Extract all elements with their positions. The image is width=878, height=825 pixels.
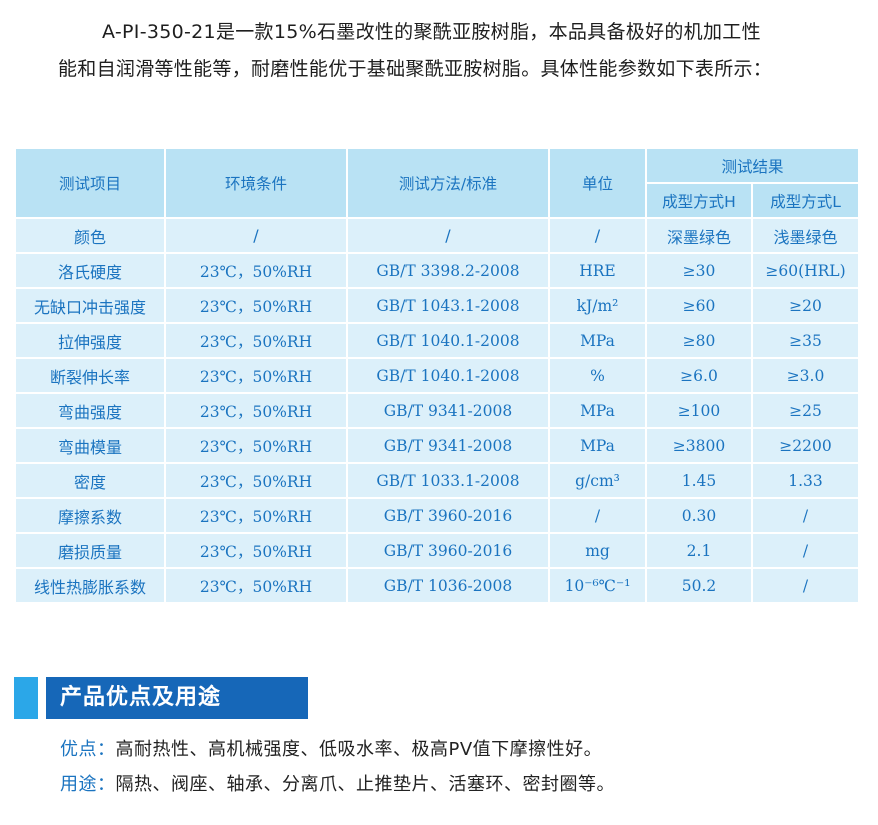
intro-line-2: 能和自润滑等性能等，耐磨性能优于基础聚酰亚胺树脂。具体性能参数如下表所示： <box>58 58 773 80</box>
row-method: GB/T 3960-2016 <box>348 499 548 532</box>
table-row: 拉伸强度 23℃，50%RH GB/T 1040.1-2008 MPa ≥80 ≥35 <box>16 324 859 357</box>
row-result-h: ≥100 <box>647 394 751 427</box>
row-result-h: 50.2 <box>647 569 751 602</box>
uses-text: 隔热、阀座、轴承、分离爪、止推垫片、活塞环、密封圈等。 <box>115 774 615 795</box>
table-row: 弯曲模量 23℃，50%RH GB/T 9341-2008 MPa ≥3800 ≥2200 <box>16 429 859 462</box>
row-result-h: ≥3800 <box>647 429 751 462</box>
header-result: 测试结果 <box>647 149 859 182</box>
advantages-label: 优点： <box>60 739 116 760</box>
row-result-l: ≥2200 <box>753 429 859 462</box>
row-item: 无缺口冲击强度 <box>16 289 164 322</box>
row-result-h: ≥60 <box>647 289 751 322</box>
advantages-line: 优点：高耐热性、高机械强度、低吸水率、极高PV值下摩擦性好。 <box>60 735 602 761</box>
row-unit: 10⁻⁶℃⁻¹ <box>550 569 645 602</box>
row-method: GB/T 1043.1-2008 <box>348 289 548 322</box>
row-condition: 23℃，50%RH <box>166 289 346 322</box>
row-condition: 23℃，50%RH <box>166 534 346 567</box>
row-unit: mg <box>550 534 645 567</box>
table-row: 颜色 / / / 深墨绿色 浅墨绿色 <box>16 219 859 252</box>
row-item: 线性热膨胀系数 <box>16 569 164 602</box>
section-header: 产品优点及用途 <box>14 677 308 719</box>
table-header-row-1: 测试项目 环境条件 测试方法/标准 单位 测试结果 <box>16 149 859 217</box>
header-mode-h: 成型方式H <box>647 184 751 217</box>
row-condition: / <box>166 219 346 252</box>
row-condition: 23℃，50%RH <box>166 499 346 532</box>
row-unit: HRE <box>550 254 645 287</box>
header-condition: 环境条件 <box>166 149 346 217</box>
row-method: / <box>348 219 548 252</box>
table-row: 密度 23℃，50%RH GB/T 1033.1-2008 g/cm³ 1.45 1.33 <box>16 464 859 497</box>
row-condition: 23℃，50%RH <box>166 254 346 287</box>
row-method: GB/T 9341-2008 <box>348 429 548 462</box>
intro-line-1: A-PI-350-21是一款15%石墨改性的聚酰亚胺树脂，本品具备极好的机加工性 <box>102 21 761 43</box>
header-mode-l: 成型方式L <box>753 184 859 217</box>
row-method: GB/T 1036-2008 <box>348 569 548 602</box>
row-item: 颜色 <box>16 219 164 252</box>
section-accent-bar <box>14 677 38 719</box>
row-result-h: ≥80 <box>647 324 751 357</box>
row-result-h: 0.30 <box>647 499 751 532</box>
row-unit: kJ/m² <box>550 289 645 322</box>
row-item: 断裂伸长率 <box>16 359 164 392</box>
row-result-h: 1.45 <box>647 464 751 497</box>
spec-table: 测试项目 环境条件 测试方法/标准 单位 测试结果 成型方式H 成型方式L 颜色… <box>14 147 860 604</box>
header-item: 测试项目 <box>16 149 164 217</box>
row-result-h: ≥6.0 <box>647 359 751 392</box>
advantages-text: 高耐热性、高机械强度、低吸水率、极高PV值下摩擦性好。 <box>115 739 603 760</box>
row-result-l: 浅墨绿色 <box>753 219 859 252</box>
uses-label: 用途： <box>60 774 116 795</box>
row-method: GB/T 9341-2008 <box>348 394 548 427</box>
row-condition: 23℃，50%RH <box>166 394 346 427</box>
row-item: 磨损质量 <box>16 534 164 567</box>
row-result-l: ≥60(HRL) <box>753 254 859 287</box>
table-row: 洛氏硬度 23℃，50%RH GB/T 3398.2-2008 HRE ≥30 ≥60(H… <box>16 254 859 287</box>
row-item: 拉伸强度 <box>16 324 164 357</box>
table-row: 线性热膨胀系数 23℃，50%RH GB/T 1036-2008 10⁻⁶℃⁻¹ 50.… <box>16 569 859 602</box>
row-condition: 23℃，50%RH <box>166 324 346 357</box>
header-unit: 单位 <box>550 149 645 217</box>
table-row: 磨损质量 23℃，50%RH GB/T 3960-2016 mg 2.1/ <box>16 534 859 567</box>
row-method: GB/T 1040.1-2008 <box>348 359 548 392</box>
row-condition: 23℃，50%RH <box>166 569 346 602</box>
row-result-l: / <box>753 569 859 602</box>
header-method: 测试方法/标准 <box>348 149 548 217</box>
row-unit: / <box>550 219 645 252</box>
row-result-l: ≥20 <box>753 289 859 322</box>
table-row: 弯曲强度 23℃，50%RH GB/T 9341-2008 MPa ≥100 ≥25 <box>16 394 859 427</box>
row-unit: MPa <box>550 394 645 427</box>
row-condition: 23℃，50%RH <box>166 429 346 462</box>
row-condition: 23℃，50%RH <box>166 359 346 392</box>
row-unit: / <box>550 499 645 532</box>
table-row: 摩擦系数 23℃，50%RH GB/T 3960-2016/0.30/ <box>16 499 859 532</box>
row-item: 密度 <box>16 464 164 497</box>
row-result-l: / <box>753 499 859 532</box>
row-result-l: ≥3.0 <box>753 359 859 392</box>
row-item: 弯曲强度 <box>16 394 164 427</box>
table-header-row-2: 成型方式H 成型方式L <box>16 184 859 217</box>
row-result-l: / <box>753 534 859 567</box>
row-result-h: 深墨绿色 <box>647 219 751 252</box>
row-unit: MPa <box>550 324 645 357</box>
intro-paragraph: A-PI-350-21是一款15%石墨改性的聚酰亚胺树脂，本品具备极好的机加工性… <box>58 14 863 88</box>
row-unit: % <box>550 359 645 392</box>
row-result-h: 2.1 <box>647 534 751 567</box>
row-item: 弯曲模量 <box>16 429 164 462</box>
row-method: GB/T 1040.1-2008 <box>348 324 548 357</box>
row-method: GB/T 3398.2-2008 <box>348 254 548 287</box>
row-result-l: 1.33 <box>753 464 859 497</box>
row-result-l: ≥35 <box>753 324 859 357</box>
section-title: 产品优点及用途 <box>46 677 308 719</box>
row-unit: MPa <box>550 429 645 462</box>
row-method: GB/T 1033.1-2008 <box>348 464 548 497</box>
row-unit: g/cm³ <box>550 464 645 497</box>
table-row: 无缺口冲击强度 23℃，50%RH GB/T 1043.1-2008 kJ/m² ≥60… <box>16 289 859 322</box>
row-result-h: ≥30 <box>647 254 751 287</box>
row-result-l: ≥25 <box>753 394 859 427</box>
row-method: GB/T 3960-2016 <box>348 534 548 567</box>
row-item: 洛氏硬度 <box>16 254 164 287</box>
row-item: 摩擦系数 <box>16 499 164 532</box>
row-condition: 23℃，50%RH <box>166 464 346 497</box>
uses-line: 用途：隔热、阀座、轴承、分离爪、止推垫片、活塞环、密封圈等。 <box>60 770 615 796</box>
table-row: 断裂伸长率 23℃，50%RH GB/T 1040.1-2008% ≥6.0 ≥3.0 <box>16 359 859 392</box>
